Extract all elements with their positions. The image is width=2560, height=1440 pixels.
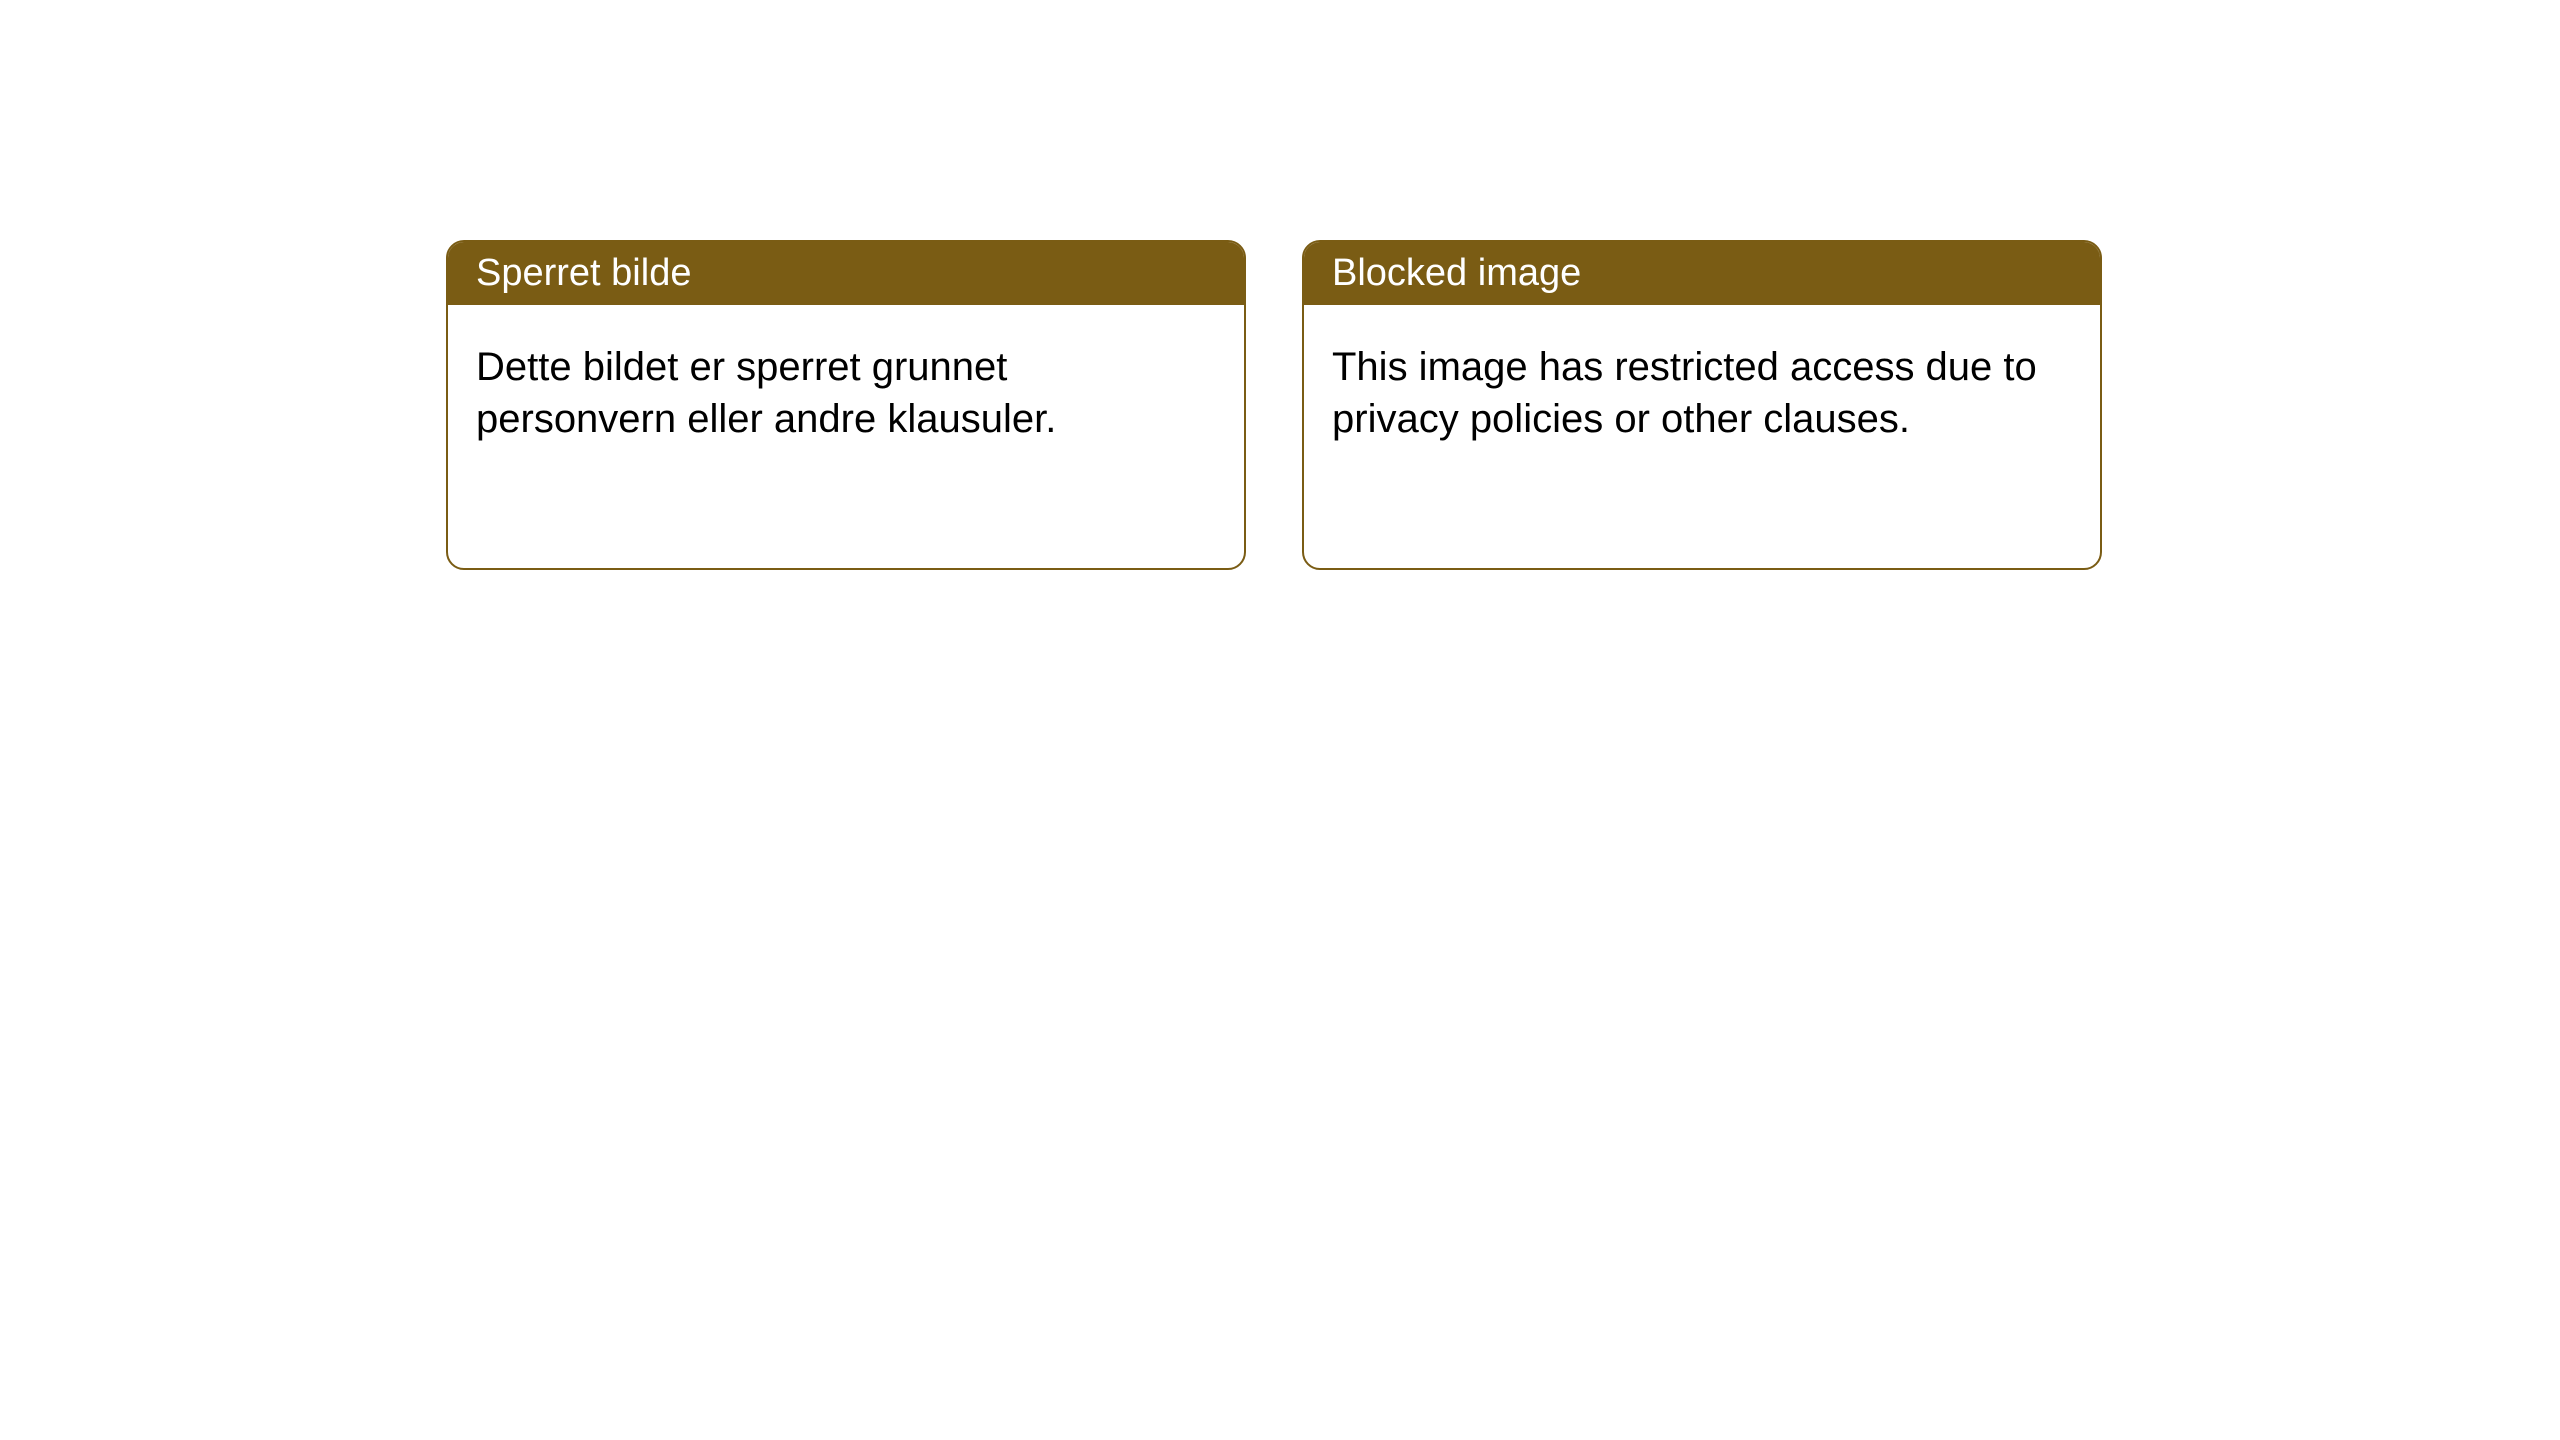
card-text-norwegian: Dette bildet er sperret grunnet personve…: [476, 345, 1056, 441]
card-header-english: Blocked image: [1304, 242, 2100, 305]
card-title-english: Blocked image: [1332, 252, 1581, 294]
card-text-english: This image has restricted access due to …: [1332, 345, 2037, 441]
card-english: Blocked image This image has restricted …: [1302, 240, 2102, 570]
card-norwegian: Sperret bilde Dette bildet er sperret gr…: [446, 240, 1246, 570]
card-title-norwegian: Sperret bilde: [476, 252, 691, 294]
card-body-english: This image has restricted access due to …: [1304, 305, 2100, 481]
card-container: Sperret bilde Dette bildet er sperret gr…: [446, 240, 2102, 570]
card-body-norwegian: Dette bildet er sperret grunnet personve…: [448, 305, 1244, 481]
card-header-norwegian: Sperret bilde: [448, 242, 1244, 305]
